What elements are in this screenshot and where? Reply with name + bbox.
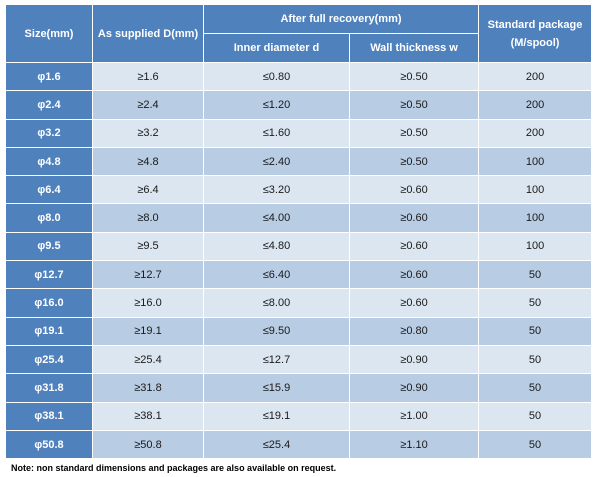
package-cell: 200 — [478, 118, 593, 148]
inner-diameter-cell: ≤0.80 — [203, 61, 350, 92]
package-cell: 50 — [478, 288, 593, 318]
table-header: Size(mm) As supplied D(mm) After full re… — [5, 4, 593, 63]
table-row: φ31.8 ≥31.8 ≤15.9 ≥0.90 50 — [5, 373, 593, 403]
as-supplied-cell: ≥8.0 — [92, 203, 204, 233]
size-cell: φ9.5 — [5, 231, 93, 262]
table-row: φ6.4 ≥6.4 ≤3.20 ≥0.60 100 — [5, 175, 593, 205]
wall-thickness-cell: ≥0.90 — [348, 344, 480, 375]
wall-thickness-cell: ≥0.90 — [348, 373, 480, 403]
inner-diameter-cell: ≤25.4 — [203, 429, 350, 460]
table-row: φ12.7 ≥12.7 ≤6.40 ≥0.60 50 — [5, 260, 593, 290]
size-cell: φ19.1 — [5, 316, 93, 346]
as-supplied-cell: ≥31.8 — [92, 373, 204, 403]
wall-thickness-cell: ≥0.50 — [348, 90, 480, 120]
inner-diameter-cell: ≤15.9 — [203, 373, 350, 403]
package-cell: 50 — [478, 373, 593, 403]
as-supplied-cell: ≥38.1 — [92, 401, 204, 431]
size-cell: φ6.4 — [5, 175, 93, 205]
wall-thickness-cell: ≥0.60 — [348, 175, 480, 205]
table-row: φ3.2 ≥3.2 ≤1.60 ≥0.50 200 — [5, 118, 593, 148]
package-cell: 100 — [478, 175, 593, 205]
wall-thickness-cell: ≥0.50 — [348, 118, 480, 148]
as-supplied-cell: ≥4.8 — [92, 146, 204, 177]
size-cell: φ31.8 — [5, 373, 93, 403]
as-supplied-cell: ≥12.7 — [92, 260, 204, 290]
inner-diameter-cell: ≤4.80 — [203, 231, 350, 262]
table-row: φ8.0 ≥8.0 ≤4.00 ≥0.60 100 — [5, 203, 593, 233]
as-supplied-cell: ≥3.2 — [92, 118, 204, 148]
package-cell: 100 — [478, 146, 593, 177]
table-row: φ1.6 ≥1.6 ≤0.80 ≥0.50 200 — [5, 61, 593, 92]
table-row: φ50.8 ≥50.8 ≤25.4 ≥1.10 50 — [5, 429, 593, 460]
package-cell: 50 — [478, 260, 593, 290]
table-row: φ25.4 ≥25.4 ≤12.7 ≥0.90 50 — [5, 344, 593, 375]
header-as-supplied: As supplied D(mm) — [92, 4, 204, 63]
package-cell: 100 — [478, 231, 593, 262]
table-body: φ1.6 ≥1.6 ≤0.80 ≥0.50 200 φ2.4 ≥2.4 ≤1.20 ≥0.50 2… — [5, 61, 593, 460]
header-size: Size(mm) — [5, 4, 93, 63]
inner-diameter-cell: ≤2.40 — [203, 146, 350, 177]
wall-thickness-cell: ≥0.60 — [348, 231, 480, 262]
as-supplied-cell: ≥16.0 — [92, 288, 204, 318]
size-cell: φ16.0 — [5, 288, 93, 318]
inner-diameter-cell: ≤1.60 — [203, 118, 350, 148]
wall-thickness-cell: ≥1.10 — [348, 429, 480, 460]
as-supplied-cell: ≥9.5 — [92, 231, 204, 262]
as-supplied-cell: ≥19.1 — [92, 316, 204, 346]
as-supplied-cell: ≥50.8 — [92, 429, 204, 460]
size-cell: φ3.2 — [5, 118, 93, 148]
header-wall-thickness: Wall thickness w — [348, 33, 480, 63]
package-cell: 200 — [478, 90, 593, 120]
wall-thickness-cell: ≥0.50 — [348, 146, 480, 177]
table-row: φ19.1 ≥19.1 ≤9.50 ≥0.80 50 — [5, 316, 593, 346]
header-after-recovery: After full recovery(mm) — [202, 4, 480, 34]
header-inner-diameter: Inner diameter d — [203, 33, 350, 63]
footnote: Note: non standard dimensions and packag… — [11, 463, 337, 473]
package-cell: 50 — [478, 401, 593, 431]
table-row: φ16.0 ≥16.0 ≤8.00 ≥0.60 50 — [5, 288, 593, 318]
table-row: φ2.4 ≥2.4 ≤1.20 ≥0.50 200 — [5, 90, 593, 120]
size-cell: φ8.0 — [5, 203, 93, 233]
package-cell: 50 — [478, 344, 593, 375]
size-cell: φ25.4 — [5, 344, 93, 375]
size-cell: φ1.6 — [5, 61, 93, 92]
package-cell: 100 — [478, 203, 593, 233]
wall-thickness-cell: ≥1.00 — [348, 401, 480, 431]
inner-diameter-cell: ≤8.00 — [203, 288, 350, 318]
wall-thickness-cell: ≥0.60 — [348, 260, 480, 290]
inner-diameter-cell: ≤19.1 — [203, 401, 350, 431]
as-supplied-cell: ≥25.4 — [92, 344, 204, 375]
wall-thickness-cell: ≥0.60 — [348, 288, 480, 318]
inner-diameter-cell: ≤4.00 — [203, 203, 350, 233]
as-supplied-cell: ≥6.4 — [92, 175, 204, 205]
wall-thickness-cell: ≥0.80 — [348, 316, 480, 346]
size-cell: φ12.7 — [5, 260, 93, 290]
spec-table-container: Size(mm) As supplied D(mm) After full re… — [5, 4, 593, 460]
header-standard-package: Standard package (M/spool) — [478, 4, 593, 63]
size-cell: φ2.4 — [5, 90, 93, 120]
as-supplied-cell: ≥2.4 — [92, 90, 204, 120]
table-row: φ38.1 ≥38.1 ≤19.1 ≥1.00 50 — [5, 401, 593, 431]
table-row: φ9.5 ≥9.5 ≤4.80 ≥0.60 100 — [5, 231, 593, 262]
table-row: φ4.8 ≥4.8 ≤2.40 ≥0.50 100 — [5, 146, 593, 177]
header-standard-package-line1: Standard package — [487, 18, 583, 31]
inner-diameter-cell: ≤1.20 — [203, 90, 350, 120]
wall-thickness-cell: ≥0.60 — [348, 203, 480, 233]
inner-diameter-cell: ≤9.50 — [203, 316, 350, 346]
spec-table: Size(mm) As supplied D(mm) After full re… — [5, 4, 593, 460]
as-supplied-cell: ≥1.6 — [92, 61, 204, 92]
wall-thickness-cell: ≥0.50 — [348, 61, 480, 92]
package-cell: 50 — [478, 429, 593, 460]
header-standard-package-line2: (M/spool) — [510, 36, 560, 49]
size-cell: φ38.1 — [5, 401, 93, 431]
inner-diameter-cell: ≤3.20 — [203, 175, 350, 205]
inner-diameter-cell: ≤6.40 — [203, 260, 350, 290]
package-cell: 200 — [478, 61, 593, 92]
size-cell: φ50.8 — [5, 429, 93, 460]
package-cell: 50 — [478, 316, 593, 346]
inner-diameter-cell: ≤12.7 — [203, 344, 350, 375]
size-cell: φ4.8 — [5, 146, 93, 177]
